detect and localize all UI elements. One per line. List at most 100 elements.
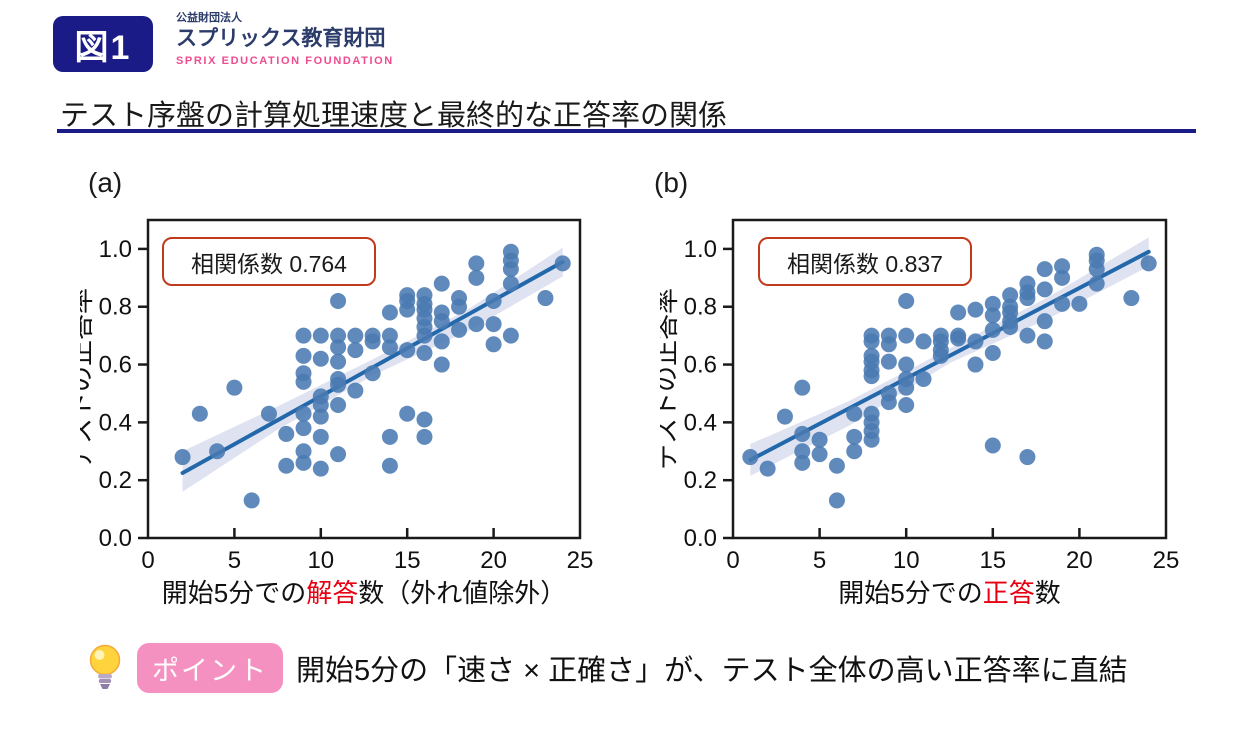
scatter-point bbox=[312, 408, 329, 425]
scatter-point bbox=[295, 373, 312, 390]
scatter-point bbox=[915, 333, 932, 350]
scatter-panel-b: (b) 相関係数 0.837 0 5 10 15 20 25 0.0 0.2 0.4 0.6 0.8… bbox=[654, 165, 1220, 610]
correlation-annotation-a: 相関係数 0.764 bbox=[162, 237, 376, 286]
scatter-point bbox=[416, 327, 433, 344]
scatter-point bbox=[863, 333, 880, 350]
foundation-name-en: SPRIX EDUCATION FOUNDATION bbox=[176, 54, 394, 67]
scatter-point bbox=[295, 443, 312, 460]
scatter-point bbox=[794, 454, 811, 471]
scatter-point bbox=[347, 342, 364, 359]
scatter-point bbox=[898, 292, 915, 309]
scatter-point bbox=[381, 327, 398, 344]
scatter-point bbox=[278, 457, 295, 474]
x-tick-label: 15 bbox=[394, 547, 421, 574]
scatter-point bbox=[485, 316, 502, 333]
scatter-point bbox=[794, 425, 811, 442]
scatter-point bbox=[846, 405, 863, 422]
scatter-point bbox=[347, 382, 364, 399]
scatter-point bbox=[260, 405, 277, 422]
scatter-point bbox=[468, 269, 485, 286]
scatter-point bbox=[1140, 255, 1157, 272]
scatter-point bbox=[898, 379, 915, 396]
y-tick-label: 0.0 bbox=[684, 525, 717, 552]
point-row: ポイント 開始5分の「速さ × 正確さ」が、テスト全体の高い正答率に直結 bbox=[86, 640, 1128, 696]
scatter-point bbox=[312, 327, 329, 344]
foundation-name: スプリックス教育財団 bbox=[176, 26, 386, 50]
scatter-point bbox=[312, 397, 329, 414]
foundation-logo: 公益財団法人 スプリックス教育財団 SPRIX EDUCATION FOUNDA… bbox=[176, 12, 394, 67]
scatter-point bbox=[330, 397, 347, 414]
plot-frame bbox=[146, 218, 582, 540]
regression-line bbox=[748, 249, 1151, 462]
scatter-point bbox=[898, 356, 915, 373]
scatter-point bbox=[1036, 281, 1053, 298]
scatter-point bbox=[828, 492, 845, 509]
scatter-point bbox=[295, 420, 312, 437]
x-tick-label: 20 bbox=[480, 547, 507, 574]
y-axis-label: テストの正答率 bbox=[80, 288, 96, 470]
scatter-point bbox=[364, 365, 381, 382]
scatter-point bbox=[932, 347, 949, 364]
scatter-point bbox=[399, 301, 416, 318]
x-tick-label: 5 bbox=[813, 547, 826, 574]
scatter-point bbox=[1002, 318, 1019, 335]
scatter-point bbox=[984, 321, 1001, 338]
scatter-point bbox=[554, 255, 571, 272]
scatter-point bbox=[846, 428, 863, 445]
scatter-point bbox=[381, 457, 398, 474]
scatter-point bbox=[381, 339, 398, 356]
scatter-point bbox=[416, 344, 433, 361]
scatter-plot-a: 0 5 10 15 20 25 0.0 0.2 0.4 0.6 0.8 1.0 開始5分での解答数（外れ… bbox=[80, 218, 593, 608]
scatter-point bbox=[1036, 313, 1053, 330]
scatter-point bbox=[742, 449, 759, 466]
scatter-point bbox=[330, 327, 347, 344]
scatter-point bbox=[502, 261, 519, 278]
scatter-point bbox=[967, 356, 984, 373]
scatter-point bbox=[794, 379, 811, 396]
scatter-point bbox=[898, 327, 915, 344]
scatter-point bbox=[1019, 290, 1036, 307]
scatter-point bbox=[295, 405, 312, 422]
scatter-point bbox=[451, 298, 468, 315]
scatter-point bbox=[278, 425, 295, 442]
figure-number-badge: 図1 bbox=[53, 16, 153, 72]
plot-frame bbox=[731, 218, 1168, 540]
y-tick-label: 1.0 bbox=[684, 236, 717, 263]
scatter-point bbox=[950, 304, 967, 321]
scatter-point bbox=[381, 304, 398, 321]
x-tick-label: 15 bbox=[979, 547, 1006, 574]
scatter-point bbox=[330, 292, 347, 309]
scatter-point bbox=[811, 446, 828, 463]
scatter-point bbox=[915, 371, 932, 387]
x-axis-label: 開始5分での正答数 bbox=[838, 578, 1061, 608]
y-tick-label: 0.0 bbox=[99, 525, 132, 552]
scatter-point bbox=[451, 321, 468, 338]
scatter-point bbox=[1088, 275, 1105, 292]
y-tick-label: 0.6 bbox=[684, 352, 717, 379]
scatter-point bbox=[468, 316, 485, 333]
scatter-point bbox=[312, 460, 329, 477]
x-tick-label: 20 bbox=[1066, 547, 1093, 574]
scatter-point bbox=[330, 339, 347, 356]
scatter-point bbox=[433, 333, 450, 350]
x-tick-label: 5 bbox=[228, 547, 241, 574]
scatter-point bbox=[967, 333, 984, 350]
scatter-point bbox=[880, 394, 897, 411]
scatter-point bbox=[295, 454, 312, 471]
x-tick-label: 10 bbox=[893, 547, 920, 574]
scatter-point bbox=[433, 275, 450, 292]
y-tick-label: 1.0 bbox=[99, 236, 132, 263]
scatter-point bbox=[330, 446, 347, 463]
scatter-point bbox=[1036, 261, 1053, 278]
scatter-point bbox=[330, 353, 347, 370]
scatter-point bbox=[312, 428, 329, 445]
scatter-point bbox=[1054, 295, 1071, 312]
scatter-point bbox=[191, 405, 208, 422]
scatter-point bbox=[1054, 258, 1071, 275]
scatter-point bbox=[967, 301, 984, 318]
scatter-point bbox=[1019, 449, 1036, 466]
scatter-point bbox=[399, 405, 416, 422]
point-badge: ポイント bbox=[137, 643, 283, 693]
scatter-point bbox=[226, 379, 243, 396]
page-title: テスト序盤の計算処理速度と最終的な正答率の関係 bbox=[60, 100, 728, 132]
